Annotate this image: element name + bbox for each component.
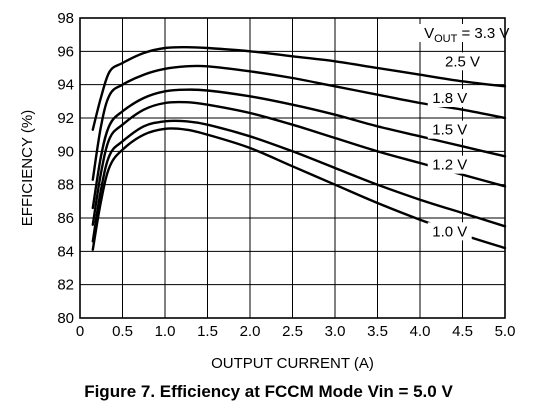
x-tick-label: 3.5 [367, 323, 388, 340]
x-tick-label: 4.0 [410, 323, 431, 340]
series-label-subscript: OUT [434, 33, 458, 45]
y-axis-label: EFFICIENCY (%) [19, 110, 36, 226]
series-line [91, 45, 507, 131]
y-tick-label: 84 [57, 243, 74, 260]
y-tick-label: 88 [57, 177, 74, 194]
y-tick-label: 86 [57, 210, 74, 227]
y-tick-label: 94 [57, 77, 74, 94]
x-tick-label: 2.5 [282, 323, 303, 340]
x-tick-label: 1.5 [197, 323, 218, 340]
series-label-background [407, 24, 526, 42]
series-label-background [427, 120, 472, 139]
series-label-background [427, 155, 472, 174]
series-label-background [427, 89, 472, 107]
x-tick-label: 1.0 [155, 323, 176, 340]
x-tick-label: 4.5 [452, 323, 473, 340]
series-lines [91, 45, 507, 251]
series-label: 1.5 V [432, 122, 467, 139]
series-label: 1.0 V [432, 223, 467, 240]
y-tick-label: 92 [57, 110, 74, 127]
y-tick-label: 90 [57, 143, 74, 160]
x-tick-label: 0.5 [112, 323, 133, 340]
series-label: 1.8 V [432, 90, 467, 107]
series-label: 2.5 V [445, 53, 480, 70]
series-label: 1.2 V [432, 157, 467, 174]
series-label-background [427, 222, 472, 241]
y-tick-label: 80 [57, 310, 74, 327]
figure-caption: Figure 7. Efficiency at FCCM Mode Vin = … [84, 382, 453, 401]
series-line [91, 119, 507, 243]
series-label: VOUT = 3.3 V [424, 25, 509, 45]
series-label-main: V [424, 25, 434, 42]
plot-frame [79, 17, 506, 319]
y-tick-label: 96 [57, 43, 74, 60]
y-tick-labels: 80 82 84 86 88 90 92 94 96 98 [57, 10, 74, 327]
x-tick-label: 5.0 [495, 323, 516, 340]
x-tick-label: 2.0 [240, 323, 261, 340]
x-tick-labels: 0 0.5 1.0 1.5 2.0 2.5 3.0 3.5 4.0 4.5 5.0 [76, 323, 516, 340]
x-tick-label: 3.0 [325, 323, 346, 340]
series-line [91, 64, 507, 181]
y-tick-label: 98 [57, 10, 74, 27]
series-line [91, 100, 507, 226]
y-tick-label: 82 [57, 277, 74, 294]
series-labels: VOUT = 3.3 V 2.5 V 1.8 V 1.5 V 1.2 V 1.0 V [407, 24, 526, 241]
series-line [91, 88, 507, 210]
series-label-rest: = 3.3 V [457, 25, 509, 42]
series-line [91, 127, 507, 251]
series-label-background [440, 52, 485, 71]
x-tick-label: 0 [76, 323, 84, 340]
x-axis-label: OUTPUT CURRENT (A) [211, 355, 374, 372]
